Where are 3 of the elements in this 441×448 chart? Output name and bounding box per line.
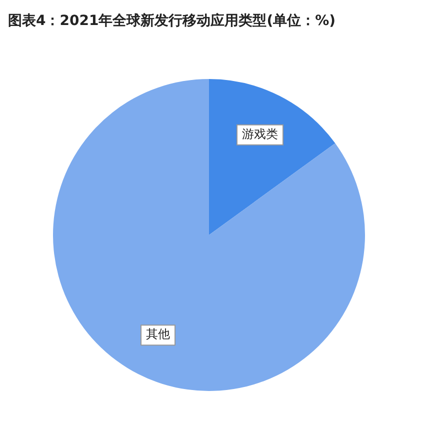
chart-title: 图表4：2021年全球新发行移动应用类型(单位：%) xyxy=(8,12,336,30)
slice-label: 游戏类 xyxy=(242,127,278,142)
slice-label: 其他 xyxy=(146,327,170,342)
